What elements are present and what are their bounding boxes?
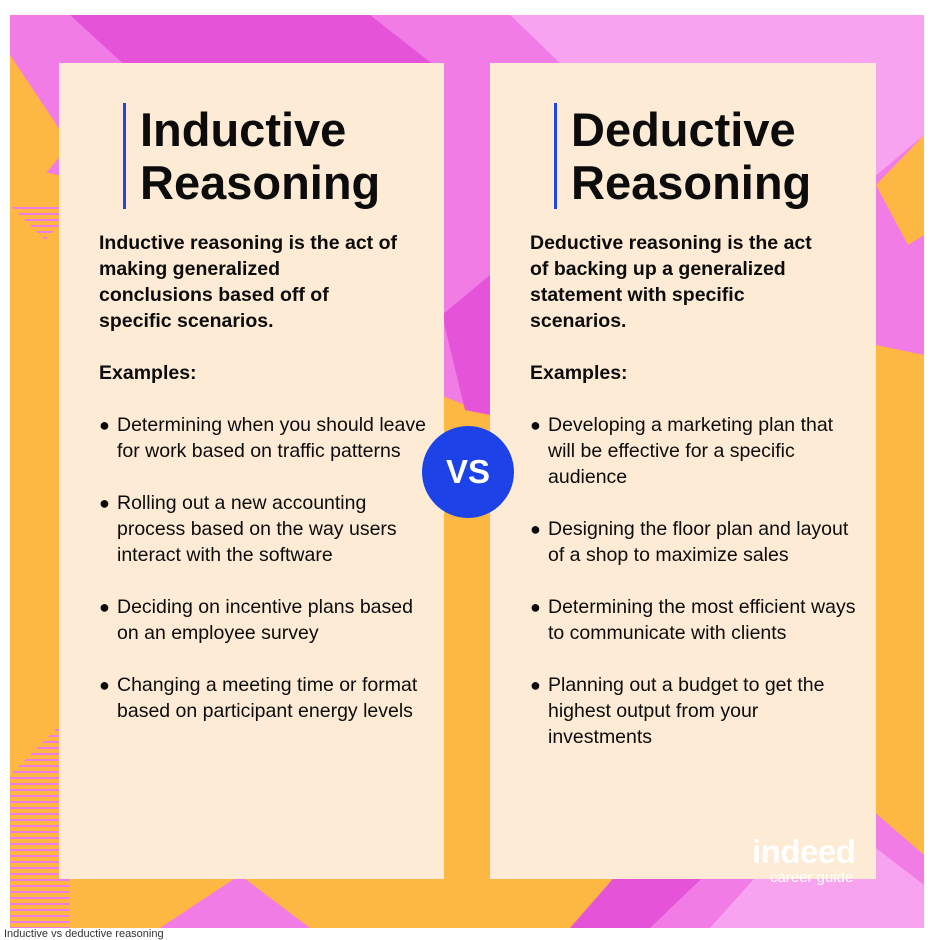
deductive-examples-list: ● Developing a marketing plan that will b… (530, 412, 860, 776)
bullet-icon: ● (530, 519, 541, 539)
inductive-card: Inductive Reasoning Inductive reasoning … (59, 63, 444, 879)
inductive-title: Inductive Reasoning (123, 103, 380, 209)
deductive-example-text: Planning out a budget to get the highest… (548, 674, 825, 748)
deductive-title: Deductive Reasoning (554, 103, 811, 209)
logo-subtitle: career guide (769, 869, 854, 886)
inductive-title-line1: Inductive (140, 103, 347, 156)
image-caption: Inductive vs deductive reasoning (4, 928, 164, 940)
bullet-icon: ● (530, 597, 541, 617)
inductive-examples-list: ● Determining when you should leave for w… (99, 412, 429, 750)
deductive-title-line1: Deductive (571, 103, 796, 156)
deductive-example-text: Designing the floor plan and layout of a… (548, 518, 849, 566)
list-item: ● Deciding on incentive plans based on an… (99, 594, 429, 646)
vs-badge: VS (422, 426, 514, 518)
inductive-example-text: Determining when you should leave for wo… (117, 414, 426, 462)
deductive-card: Deductive Reasoning Deductive reasoning … (490, 63, 876, 879)
list-item: ● Planning out a budget to get the highes… (530, 672, 860, 750)
inductive-example-text: Rolling out a new accounting process bas… (117, 492, 397, 566)
bullet-icon: ● (99, 597, 110, 617)
infographic: Inductive Reasoning Inductive reasoning … (10, 15, 924, 928)
bullet-icon: ● (530, 415, 541, 435)
list-item: ● Designing the floor plan and layout of … (530, 516, 860, 568)
bullet-icon: ● (99, 415, 110, 435)
list-item: ● Rolling out a new accounting process ba… (99, 490, 429, 568)
deductive-example-text: Developing a marketing plan that will be… (548, 414, 834, 488)
inductive-examples-label: Examples: (99, 362, 197, 384)
deductive-example-text: Determining the most efficient ways to c… (548, 596, 856, 644)
inductive-title-line2: Reasoning (140, 156, 381, 209)
inductive-example-text: Deciding on incentive plans based on an … (117, 596, 413, 644)
list-item: ● Developing a marketing plan that will b… (530, 412, 860, 490)
list-item: ● Determining the most efficient ways to … (530, 594, 860, 646)
deductive-examples-label: Examples: (530, 362, 628, 384)
indeed-logo: indeed career guide (752, 833, 856, 887)
list-item: ● Determining when you should leave for w… (99, 412, 429, 464)
bullet-icon: ● (99, 493, 110, 513)
inductive-description: Inductive reasoning is the act of making… (99, 232, 397, 332)
bullet-icon: ● (99, 675, 110, 695)
logo-brand: indeed (752, 833, 856, 870)
deductive-title-line2: Reasoning (571, 156, 812, 209)
deductive-description: Deductive reasoning is the act of backin… (530, 232, 812, 332)
list-item: ● Changing a meeting time or format based… (99, 672, 429, 724)
inductive-example-text: Changing a meeting time or format based … (117, 674, 418, 722)
bullet-icon: ● (530, 675, 541, 695)
